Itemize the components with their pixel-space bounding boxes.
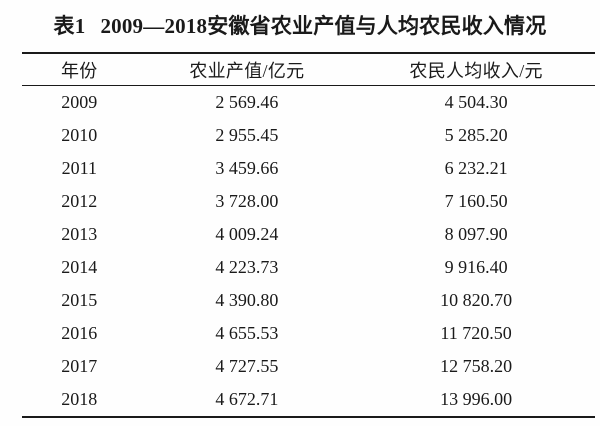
year-cell: 2017 xyxy=(61,356,98,376)
year-cell: 2015 xyxy=(61,290,98,310)
year-cell: 2009 xyxy=(61,92,98,112)
per-capita-income-cell: 13 996.00 xyxy=(440,389,513,409)
col-header-year: 年份 xyxy=(22,53,137,86)
agricultural-output-cell: 2 569.46 xyxy=(215,92,279,112)
per-capita-income-cell: 6 232.21 xyxy=(444,158,508,178)
year-cell: 2016 xyxy=(61,323,98,343)
per-capita-income-cell: 9 916.40 xyxy=(444,257,508,277)
agricultural-output-cell: 2 955.45 xyxy=(215,125,279,145)
table-row: 2013 4 009.24 8 097.90 xyxy=(22,218,595,251)
agricultural-output-cell: 4 727.55 xyxy=(215,356,279,376)
per-capita-income-cell: 8 097.90 xyxy=(444,224,508,244)
agricultural-output-cell: 4 009.24 xyxy=(215,224,279,244)
year-cell: 2013 xyxy=(61,224,98,244)
agricultural-output-cell: 4 390.80 xyxy=(215,290,279,310)
table-row: 2015 4 390.80 10 820.70 xyxy=(22,284,595,317)
table-row: 2018 4 672.71 13 996.00 xyxy=(22,383,595,417)
per-capita-income-cell: 11 720.50 xyxy=(440,323,512,343)
table-row: 2014 4 223.73 9 916.40 xyxy=(22,251,595,284)
year-cell: 2012 xyxy=(61,191,98,211)
header-row: 年份 农业产值/亿元 农民人均收入/元 xyxy=(22,53,595,86)
agricultural-output-cell: 4 672.71 xyxy=(215,389,279,409)
col-header-per-capita-income: 农民人均收入/元 xyxy=(357,53,595,86)
year-cell: 2010 xyxy=(61,125,98,145)
table-title: 表1 2009—2018安徽省农业产值与人均农民收入情况 xyxy=(0,12,600,40)
year-cell: 2011 xyxy=(61,158,97,178)
table-row: 2009 2 569.46 4 504.30 xyxy=(22,86,595,120)
year-cell: 2014 xyxy=(61,257,98,277)
table-row: 2011 3 459.66 6 232.21 xyxy=(22,152,595,185)
agricultural-output-cell: 3 459.66 xyxy=(215,158,279,178)
per-capita-income-cell: 7 160.50 xyxy=(444,191,508,211)
year-cell: 2018 xyxy=(61,389,98,409)
col-header-agricultural-output: 农业产值/亿元 xyxy=(136,53,358,86)
table-row: 2017 4 727.55 12 758.20 xyxy=(22,350,595,383)
per-capita-income-cell: 5 285.20 xyxy=(444,125,508,145)
table-row: 2016 4 655.53 11 720.50 xyxy=(22,317,595,350)
data-table: 年份 农业产值/亿元 农民人均收入/元 2009 2 569.46 4 504.… xyxy=(22,52,595,418)
agricultural-output-cell: 4 223.73 xyxy=(215,257,279,277)
agricultural-output-cell: 3 728.00 xyxy=(215,191,279,211)
table-body: 2009 2 569.46 4 504.30 2010 2 955.45 5 2… xyxy=(22,86,595,418)
per-capita-income-cell: 10 820.70 xyxy=(440,290,513,310)
agricultural-output-cell: 4 655.53 xyxy=(215,323,279,343)
table-number-label: 表1 xyxy=(53,14,86,38)
per-capita-income-cell: 4 504.30 xyxy=(444,92,508,112)
table-title-text: 2009—2018安徽省农业产值与人均农民收入情况 xyxy=(100,14,547,38)
per-capita-income-cell: 12 758.20 xyxy=(440,356,513,376)
table-row: 2012 3 728.00 7 160.50 xyxy=(22,185,595,218)
table-row: 2010 2 955.45 5 285.20 xyxy=(22,119,595,152)
